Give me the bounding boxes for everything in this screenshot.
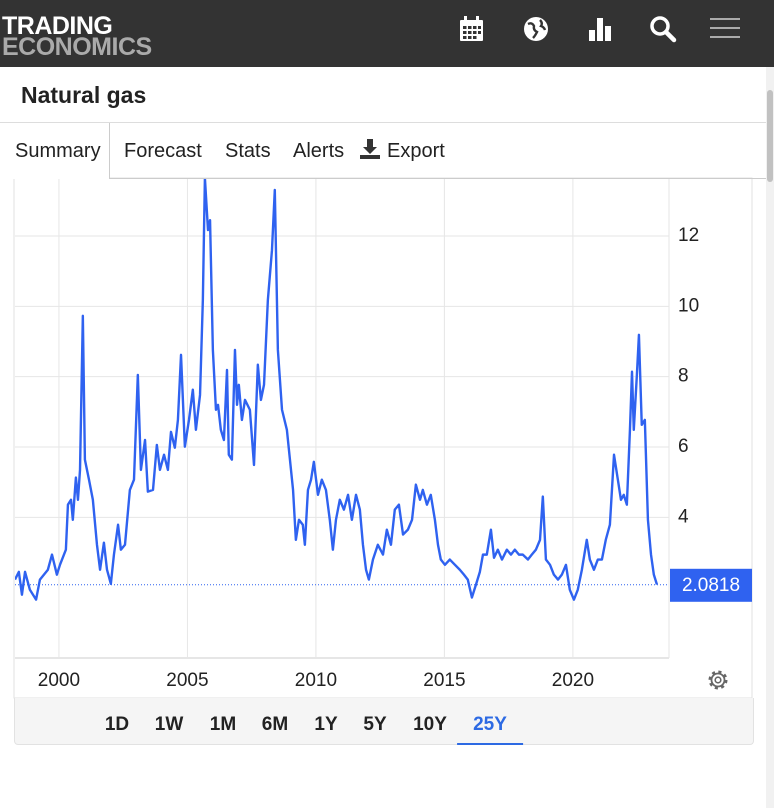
- range-button[interactable]: 1W: [154, 714, 184, 735]
- y-tick-label: 10: [678, 295, 699, 316]
- y-tick-label: 12: [678, 225, 699, 246]
- page-title: Natural gas: [21, 82, 147, 108]
- y-tick-label: 4: [678, 506, 689, 527]
- y-tick-label: 6: [678, 436, 689, 457]
- range-button[interactable]: 10Y: [413, 714, 447, 735]
- range-button[interactable]: 5Y: [363, 714, 387, 735]
- active-tab-bg: [0, 123, 110, 179]
- header: TRADING ECONOMICS: [0, 0, 774, 67]
- export-icon[interactable]: [360, 138, 380, 160]
- y-tick-label: 8: [678, 366, 689, 387]
- x-tick-label: 2015: [423, 670, 465, 691]
- header-icons: [460, 16, 740, 43]
- x-tick-label: 2005: [166, 670, 208, 691]
- tab[interactable]: Export: [387, 140, 445, 162]
- x-tick-label: 2010: [295, 670, 337, 691]
- x-tick-label: 2000: [38, 670, 80, 691]
- search-icon[interactable]: [650, 16, 677, 43]
- logo-bottom[interactable]: ECONOMICS: [2, 33, 152, 61]
- calendar-icon[interactable]: [460, 16, 483, 41]
- scrollbar[interactable]: [766, 67, 774, 808]
- plot: [15, 178, 659, 601]
- tab[interactable]: Forecast: [124, 140, 202, 162]
- logo-top[interactable]: TRADING: [2, 12, 113, 40]
- settings-icon[interactable]: [708, 670, 728, 690]
- x-tick-label: 2020: [552, 670, 594, 691]
- range-bar: 1D 1W 1M 6M 1Y 5Y 10Y 25Y: [14, 698, 754, 745]
- range-button[interactable]: 1M: [209, 714, 237, 735]
- range-button[interactable]: 1D: [104, 714, 130, 735]
- range-button[interactable]: 6M: [261, 714, 289, 735]
- menu-icon[interactable]: [710, 18, 740, 38]
- globe-icon[interactable]: [524, 17, 548, 41]
- chart-frame: [13, 177, 753, 699]
- chart-icon[interactable]: [589, 18, 611, 41]
- last-value-label: 2.0818: [682, 575, 740, 596]
- tab[interactable]: Stats: [225, 140, 271, 162]
- last-value-box: [670, 568, 752, 602]
- tab[interactable]: Alerts: [293, 140, 345, 162]
- tab-bar: Summary Forecast Stats Alerts Export: [0, 122, 766, 179]
- range-button[interactable]: 1Y: [314, 714, 338, 735]
- tab[interactable]: Summary: [15, 140, 101, 162]
- price-line: [15, 178, 659, 601]
- range-button[interactable]: 25Y: [457, 714, 523, 745]
- scrollbar-thumb[interactable]: [767, 90, 773, 182]
